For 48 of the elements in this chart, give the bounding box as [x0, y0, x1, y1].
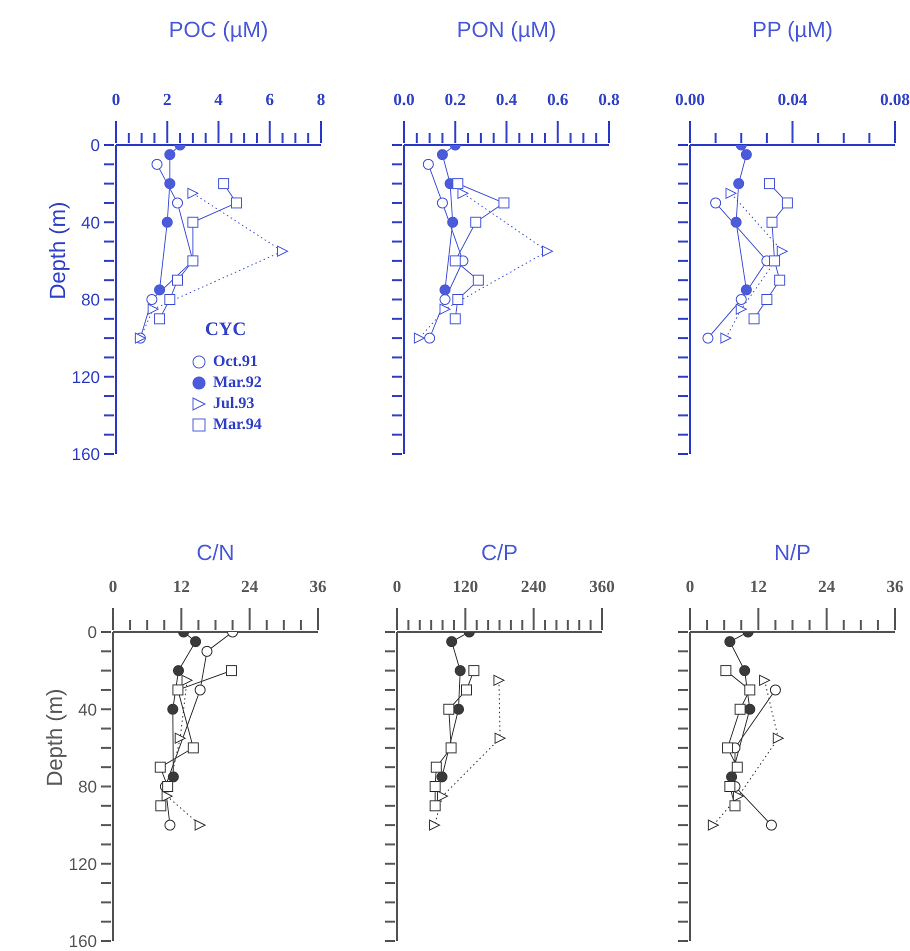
x-tick-label: 24	[241, 577, 259, 596]
x-tick-label: 2	[163, 90, 172, 109]
y-axis-title: Depth (m)	[44, 202, 70, 300]
chart-title: C/N	[196, 540, 236, 566]
x-tick-label: 6	[266, 90, 274, 109]
x-tick-label: 0	[392, 577, 402, 596]
x-tick-label: 0.6	[547, 90, 568, 109]
x-tick-label: 120	[452, 577, 478, 596]
legend-label: Mar.94	[213, 416, 262, 434]
x-tick-label: 0.2	[444, 90, 466, 109]
legend-label: Jul.93	[213, 394, 254, 412]
x-tick-label: 0.4	[496, 90, 518, 109]
x-tick-label: 36	[310, 577, 326, 596]
chart-title: PP (µM)	[751, 17, 834, 43]
y-tick-label: 0	[90, 136, 100, 155]
x-tick-label: 0	[108, 577, 118, 596]
x-tick-label: 0	[686, 577, 694, 596]
x-tick-label: 0.08	[880, 90, 910, 109]
chart-title: PON (µM)	[456, 17, 558, 43]
x-tick-label: 8	[316, 90, 326, 109]
y-tick-label: 120	[72, 368, 100, 387]
legend-title: CYC	[205, 319, 248, 341]
y-tick-label: 120	[68, 854, 97, 874]
legend-label: Oct.91	[213, 352, 258, 370]
y-tick-label: 0	[88, 623, 97, 642]
x-tick-label: 240	[520, 577, 546, 596]
y-axis-title: Depth (m)	[42, 688, 67, 786]
x-tick-label: 0.0	[393, 90, 415, 109]
y-tick-label: 80	[81, 290, 100, 310]
x-tick-label: 0	[112, 90, 120, 109]
chart-title: C/P	[480, 540, 519, 566]
x-tick-label: 4	[214, 90, 224, 109]
x-tick-label: 0.00	[675, 90, 705, 109]
x-tick-label: 0.8	[598, 90, 620, 109]
y-tick-label: 40	[78, 700, 97, 720]
x-tick-label: 12	[750, 577, 767, 596]
y-tick-label: 160	[68, 932, 97, 951]
x-tick-label: 0.04	[778, 90, 808, 109]
y-tick-label: 40	[81, 213, 100, 232]
x-tick-label: 36	[886, 577, 904, 596]
chart-title: POC (µM)	[168, 17, 270, 43]
chart-title: N/P	[773, 540, 812, 566]
x-tick-label: 24	[818, 577, 836, 596]
legend-label: Mar.92	[213, 374, 262, 392]
y-tick-label: 160	[72, 445, 100, 464]
y-tick-label: 80	[78, 778, 97, 796]
x-tick-label: 360	[589, 577, 615, 596]
x-tick-label: 12	[172, 577, 190, 596]
